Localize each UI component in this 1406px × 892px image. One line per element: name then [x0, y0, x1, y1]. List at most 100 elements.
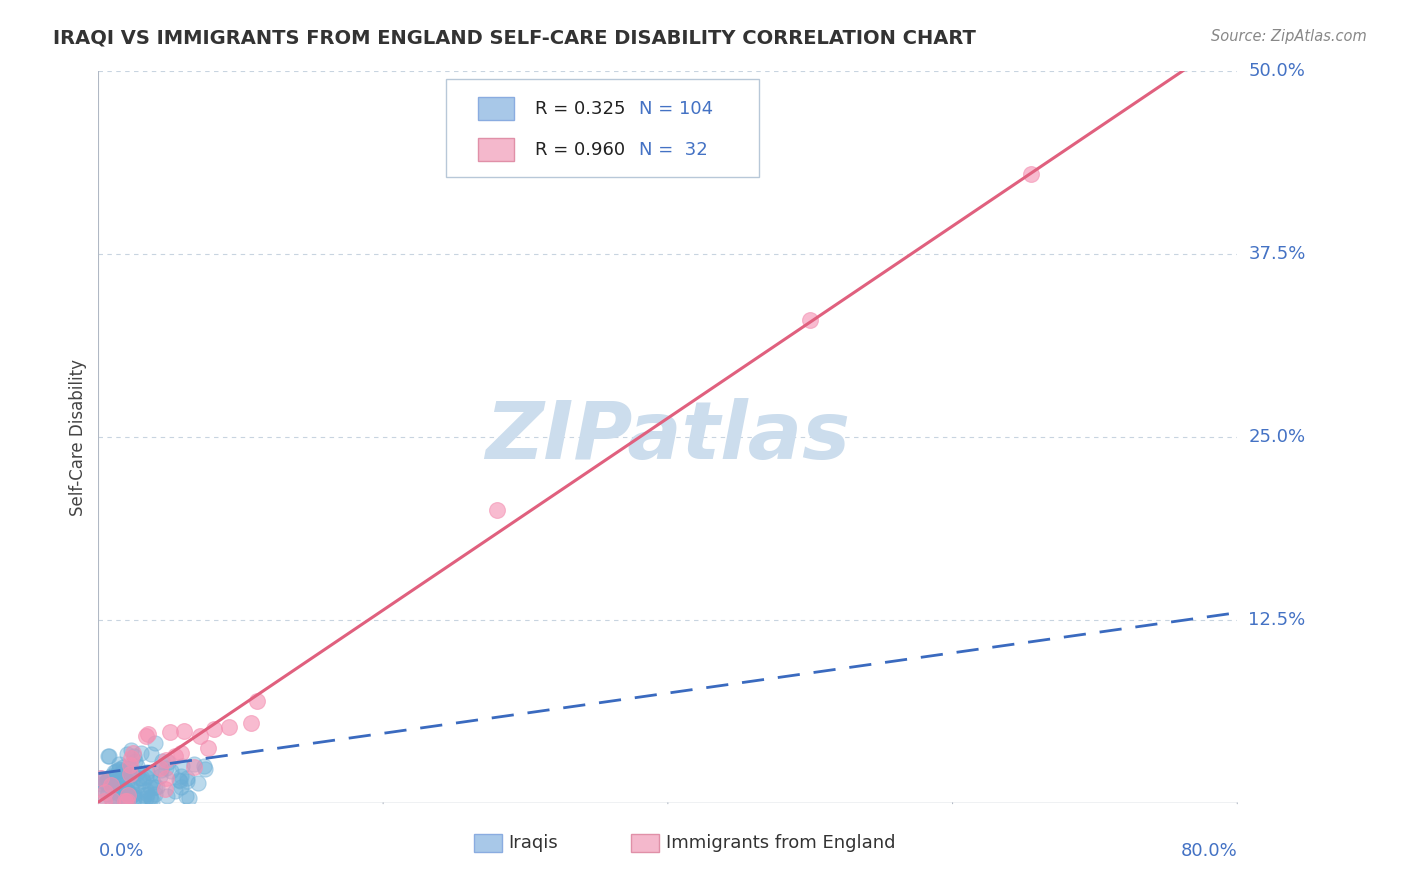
Text: 50.0%: 50.0%	[1249, 62, 1305, 80]
Point	[187, 776, 209, 790]
Point	[90, 790, 112, 805]
Point	[89, 771, 111, 785]
Point	[101, 770, 124, 784]
Point	[183, 759, 205, 773]
Point	[138, 780, 160, 794]
Point	[121, 767, 143, 781]
Point	[118, 761, 141, 775]
Point	[108, 757, 131, 772]
Point	[150, 763, 173, 777]
Point	[139, 766, 162, 780]
Point	[107, 775, 129, 789]
Point	[155, 753, 177, 767]
Point	[105, 790, 128, 805]
Point	[90, 771, 112, 785]
Point	[136, 764, 159, 779]
Point	[124, 789, 146, 804]
Point	[170, 758, 193, 772]
Point	[174, 789, 197, 803]
Point	[114, 787, 136, 801]
Point	[90, 777, 112, 791]
Point	[1019, 167, 1042, 181]
Point	[155, 772, 177, 786]
Point	[150, 754, 173, 768]
Point	[799, 313, 821, 327]
Text: IRAQI VS IMMIGRANTS FROM ENGLAND SELF-CARE DISABILITY CORRELATION CHART: IRAQI VS IMMIGRANTS FROM ENGLAND SELF-CA…	[53, 29, 976, 47]
Point	[107, 786, 129, 800]
Point	[169, 774, 191, 789]
Point	[246, 694, 269, 708]
Point	[163, 784, 186, 798]
Point	[117, 785, 139, 799]
Point	[97, 748, 120, 763]
Point	[115, 781, 138, 796]
Point	[202, 722, 225, 736]
Point	[142, 775, 165, 789]
FancyBboxPatch shape	[478, 138, 515, 161]
Point	[114, 794, 136, 808]
Point	[218, 720, 240, 734]
Point	[179, 791, 201, 805]
Point	[120, 751, 142, 765]
Point	[486, 503, 509, 517]
Point	[194, 763, 217, 777]
Point	[131, 794, 153, 808]
Point	[131, 774, 153, 789]
Point	[136, 727, 159, 741]
Point	[96, 787, 118, 801]
Point	[103, 764, 125, 779]
Point	[114, 794, 136, 808]
Point	[114, 786, 136, 800]
Point	[155, 761, 177, 775]
Text: R = 0.960: R = 0.960	[534, 141, 624, 159]
Point	[134, 788, 156, 802]
Point	[120, 743, 142, 757]
Point	[149, 769, 172, 783]
Point	[135, 770, 157, 784]
Point	[135, 790, 157, 805]
Point	[111, 780, 134, 795]
Point	[104, 764, 127, 778]
Point	[176, 772, 198, 786]
Point	[117, 747, 139, 762]
Point	[239, 715, 262, 730]
Point	[122, 749, 145, 764]
Point	[94, 776, 117, 790]
Text: N = 104: N = 104	[640, 100, 713, 118]
Point	[167, 772, 190, 787]
Point	[170, 769, 193, 783]
Point	[188, 729, 211, 743]
Point	[128, 771, 150, 785]
Point	[94, 775, 117, 789]
Point	[183, 757, 205, 772]
Point	[108, 763, 131, 777]
Point	[97, 787, 120, 801]
Point	[111, 770, 134, 784]
Point	[120, 758, 142, 772]
Point	[170, 747, 193, 761]
Point	[127, 766, 149, 780]
Point	[124, 755, 146, 769]
Point	[193, 759, 215, 773]
Point	[143, 787, 166, 801]
Point	[156, 789, 179, 804]
Text: 12.5%: 12.5%	[1249, 611, 1306, 629]
Point	[122, 747, 145, 761]
Y-axis label: Self-Care Disability: Self-Care Disability	[69, 359, 87, 516]
Point	[112, 769, 135, 783]
Text: 80.0%: 80.0%	[1181, 842, 1237, 860]
Point	[103, 792, 125, 806]
Point	[141, 747, 163, 761]
Point	[139, 789, 162, 804]
Point	[135, 729, 157, 743]
Point	[117, 794, 139, 808]
Point	[111, 780, 134, 795]
Text: R = 0.325: R = 0.325	[534, 100, 626, 118]
Point	[100, 791, 122, 805]
Point	[118, 767, 141, 781]
FancyBboxPatch shape	[631, 834, 659, 852]
Point	[149, 761, 172, 775]
Point	[117, 792, 139, 806]
Point	[100, 778, 122, 792]
Point	[121, 789, 143, 803]
